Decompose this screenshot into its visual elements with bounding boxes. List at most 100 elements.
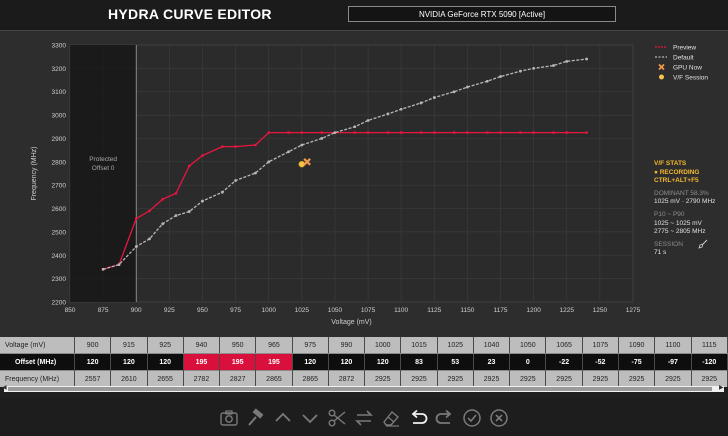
voltage-cell: 1075 [582, 337, 619, 354]
frequency-cell: 2610 [110, 370, 148, 387]
vf-curve-chart[interactable]: Protected Offset 0 850 875 900 925 950 975 1000… [0, 31, 728, 337]
apply-check-icon[interactable] [461, 407, 483, 429]
offset-cell[interactable]: 195 [255, 353, 293, 371]
default-point [585, 57, 589, 61]
chevron-up-icon[interactable] [272, 407, 294, 429]
voltage-cell: 900 [74, 337, 112, 354]
y-tick-label: 2400 [52, 253, 67, 260]
protected-label: Protected [89, 156, 117, 163]
y-tick-label: 2600 [52, 206, 67, 213]
preview-point [366, 131, 370, 134]
offset-cell[interactable]: 23 [473, 353, 511, 371]
offset-cell[interactable]: 53 [437, 353, 474, 371]
dominant-label: DOMINANT [654, 189, 689, 197]
default-point [174, 214, 178, 217]
default-point [117, 263, 121, 267]
voltage-cell: 1015 [400, 337, 438, 354]
offset-cell[interactable]: 120 [147, 353, 184, 371]
gpu-selector[interactable]: NVIDIA GeForce RTX 5090 [Active] [348, 6, 616, 22]
preview-point [148, 209, 151, 213]
y-tick-label: 2200 [52, 300, 67, 307]
scroll-left-arrow-icon[interactable]: ◀ [2, 385, 7, 391]
swap-icon[interactable] [353, 407, 375, 429]
x-tick-label: 1075 [361, 307, 376, 314]
redo-icon[interactable] [434, 407, 456, 429]
frequency-cell: 2925 [509, 370, 547, 387]
default-point [565, 59, 569, 63]
undo-icon[interactable] [407, 407, 429, 429]
default-point [333, 131, 337, 135]
gpu-now-marker [303, 158, 311, 166]
offset-cell[interactable]: 120 [74, 353, 112, 371]
preview-point [161, 198, 164, 201]
x-tick-label: 1225 [560, 307, 575, 314]
x-tick-label: 1025 [295, 307, 310, 314]
x-tick-label: 1125 [427, 307, 441, 314]
voltage-cell: 1115 [691, 337, 728, 354]
voltage-cell: 975 [292, 337, 329, 354]
dominant-percent: 58.3% [690, 189, 709, 197]
screenshot-icon[interactable] [218, 407, 240, 429]
offset-cell[interactable]: 83 [400, 353, 438, 371]
scissors-icon[interactable] [326, 407, 348, 429]
preview-point [585, 131, 588, 134]
frequency-cell: 2925 [400, 370, 438, 387]
default-point [386, 112, 390, 116]
preview-point [565, 131, 568, 134]
default-point [485, 79, 489, 83]
chart-panel: Protected Offset 0 850 875 900 925 950 975 1000… [0, 30, 728, 337]
offset-cell[interactable]: -52 [582, 353, 619, 371]
frequency-cell: 2925 [473, 370, 511, 387]
y-axis-label: Frequency (MHz) [31, 146, 38, 200]
scroll-right-arrow-icon[interactable]: ▶ [719, 385, 724, 391]
frequency-cell: 2782 [183, 370, 221, 387]
default-point [101, 267, 105, 271]
x-tick-label: 1175 [494, 307, 508, 314]
voltage-cell: 965 [255, 337, 293, 354]
offset-cell[interactable]: 120 [328, 353, 366, 371]
preview-point [532, 131, 535, 134]
voltage-cell: 1065 [545, 337, 583, 354]
broom-icon[interactable] [698, 239, 708, 249]
offset-cell[interactable]: 120 [364, 353, 402, 371]
y-tick-label: 2900 [52, 136, 67, 143]
default-point [161, 222, 165, 226]
curve-points-table: Voltage (mV) 900 915 925 940 950 965 975 990 100… [0, 337, 728, 387]
x-tick-label: 1150 [460, 307, 474, 314]
offset-cell[interactable]: 195 [219, 353, 257, 371]
y-tick-label: 3200 [52, 66, 67, 73]
voltage-cell: 1100 [654, 337, 692, 354]
frequency-row-header: Frequency (MHz) [0, 370, 75, 387]
frequency-cell: 2925 [364, 370, 402, 387]
default-point [134, 245, 138, 249]
chevron-down-icon[interactable] [299, 407, 321, 429]
offset-cell[interactable]: -120 [691, 353, 728, 371]
percentile-frequency: 2775 ~ 2805 MHz [654, 228, 706, 236]
default-point [148, 237, 151, 241]
x-tick-label: 1275 [626, 307, 641, 314]
frequency-cell: 2827 [219, 370, 257, 387]
legend-label: Default [673, 55, 694, 62]
eraser-icon[interactable] [380, 407, 402, 429]
recording-indicator: ● RECORDING [654, 168, 700, 176]
offset-cell[interactable]: -97 [654, 353, 692, 371]
legend-label: Preview [673, 45, 696, 52]
preview-point [519, 131, 522, 134]
offset-cell[interactable]: 120 [110, 353, 148, 371]
voltage-row: Voltage (mV) 900 915 925 940 950 965 975 990 100… [0, 337, 728, 354]
legend-vf-session-swatch [659, 74, 664, 80]
close-icon[interactable] [488, 407, 510, 429]
scrollbar-thumb[interactable] [8, 387, 712, 391]
preview-point [135, 217, 138, 220]
offset-cell[interactable]: 0 [509, 353, 547, 371]
offset-cell[interactable]: -22 [545, 353, 583, 371]
preview-point [174, 192, 178, 195]
offset-cell[interactable]: 195 [183, 353, 221, 371]
offset-cell[interactable]: 120 [292, 353, 329, 371]
percentile-voltage: 1025 ~ 1025 mV [654, 219, 702, 227]
legend-gpu-now-swatch [658, 63, 665, 71]
hammer-icon[interactable] [245, 407, 267, 429]
default-point [552, 64, 555, 67]
offset-cell[interactable]: -75 [618, 353, 656, 371]
default-point [254, 171, 257, 175]
